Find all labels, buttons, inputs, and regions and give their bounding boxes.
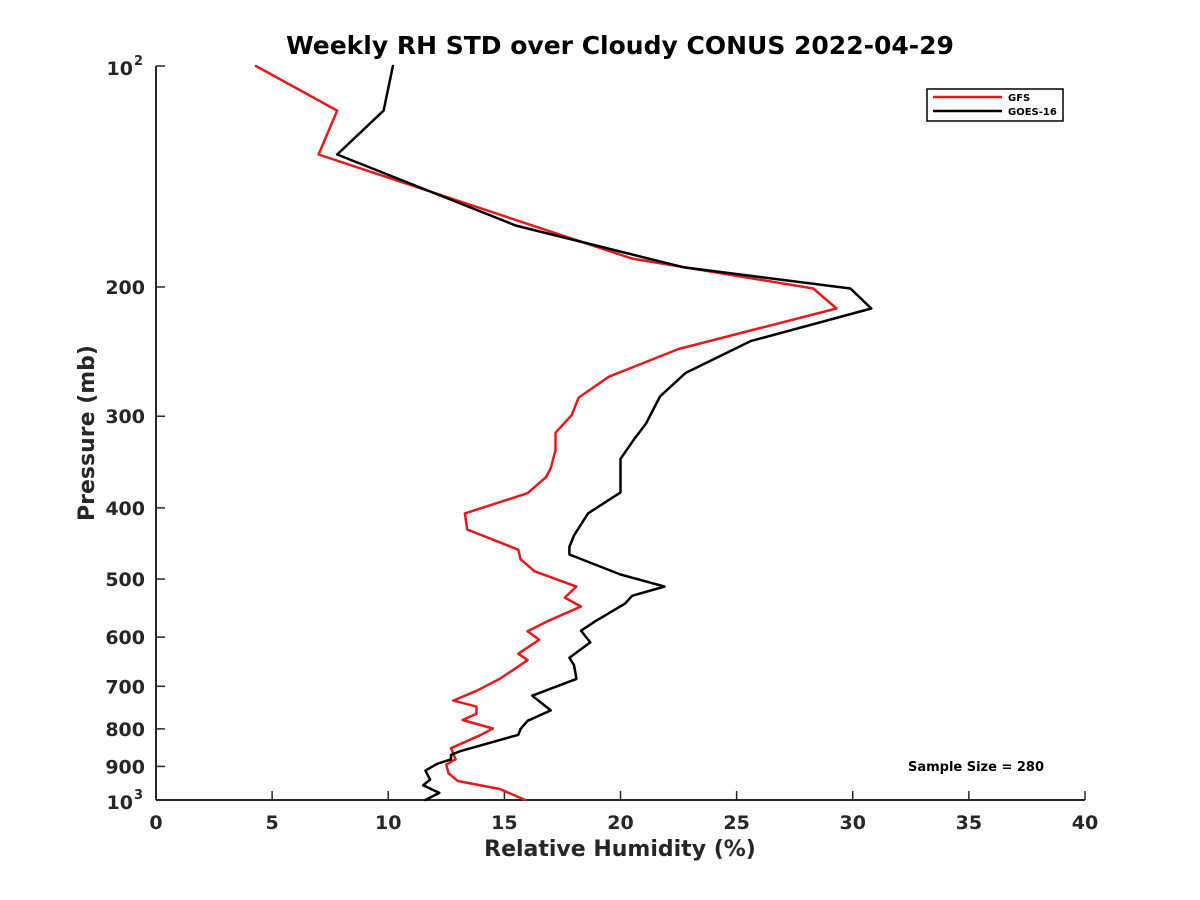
x-tick-label: 20 [607, 812, 633, 834]
legend-label-gfs: GFS [1008, 93, 1030, 104]
sample-size-annotation: Sample Size = 280 [908, 760, 1044, 775]
y-tick-label: 400 [105, 498, 145, 520]
y-tick-label: 10 [107, 792, 133, 814]
y-axis-label: Pressure (mb) [75, 345, 100, 521]
y-tick-label: 800 [105, 719, 145, 741]
legend-label-goes16: GOES-16 [1008, 107, 1057, 118]
x-tick-label: 30 [840, 812, 866, 834]
y-tick-label: 500 [105, 569, 145, 591]
legend-box [926, 88, 1064, 122]
y-tick-label-exponent: 3 [134, 788, 143, 803]
y-tick-label: 10 [107, 58, 133, 80]
x-tick-label: 10 [375, 812, 401, 834]
x-tick-label: 35 [956, 812, 982, 834]
y-tick-label: 700 [105, 676, 145, 698]
chart-title: Weekly RH STD over Cloudy CONUS 2022-04-… [286, 31, 954, 60]
y-tick-label: 600 [105, 627, 145, 649]
x-tick-label: 0 [149, 812, 162, 834]
x-ticks: 0 5 10 15 20 25 30 35 40 [149, 791, 1098, 834]
x-tick-label: 25 [723, 812, 749, 834]
x-axis-label: Relative Humidity (%) [484, 837, 756, 862]
y-tick-label: 900 [105, 756, 145, 778]
y-tick-label: 200 [105, 277, 145, 299]
legend: GFS GOES-16 [926, 88, 1064, 122]
series-line-gfs [254, 64, 838, 802]
x-tick-label: 40 [1072, 812, 1098, 834]
series-lines [254, 64, 873, 802]
x-tick-label: 5 [266, 812, 279, 834]
series-line-goes16 [335, 64, 873, 802]
y-tick-label-exponent: 2 [134, 54, 143, 69]
y-tick-label: 300 [105, 406, 145, 428]
x-tick-label: 15 [491, 812, 517, 834]
